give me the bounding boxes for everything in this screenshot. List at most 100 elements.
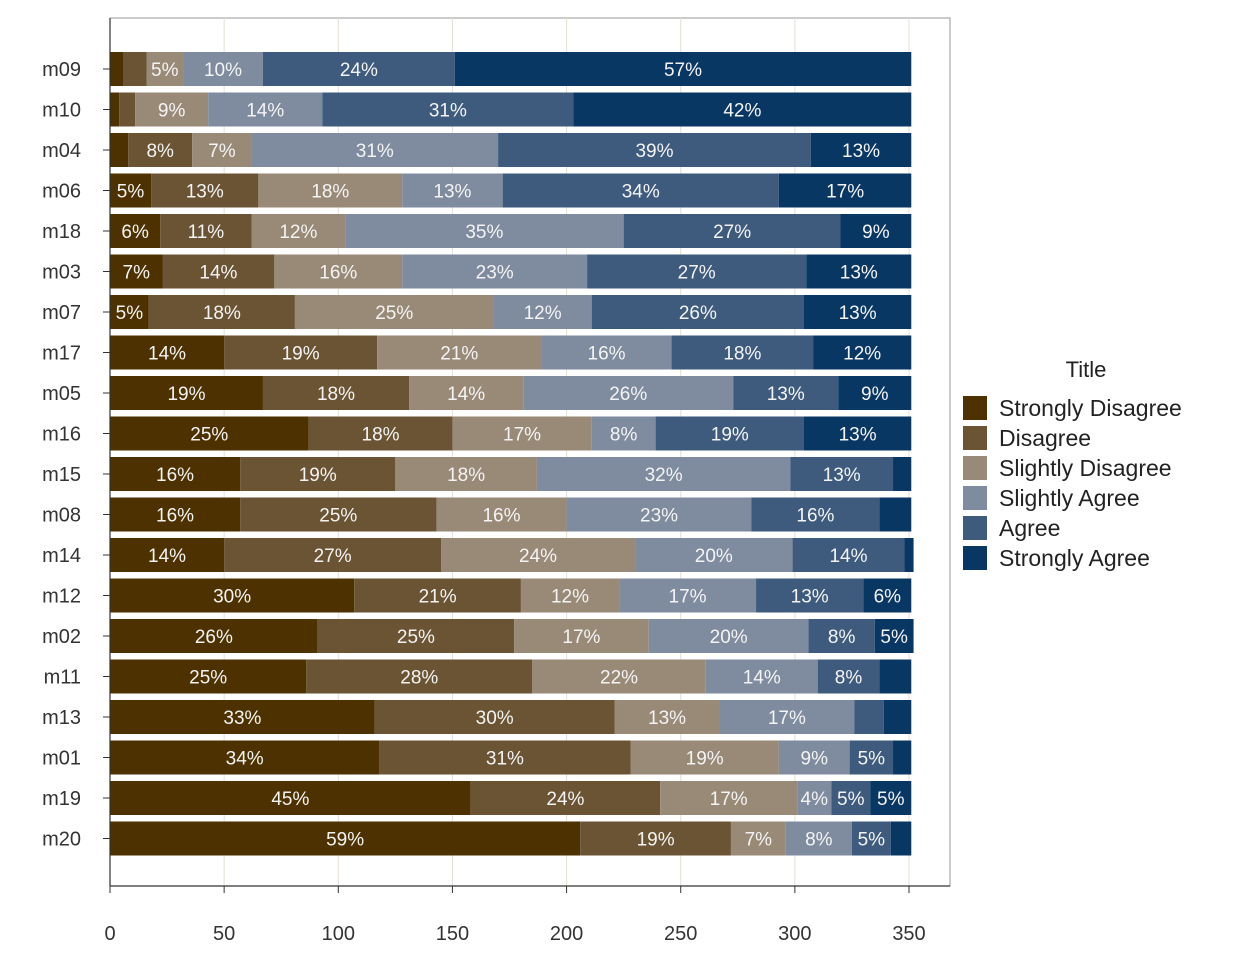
data-label: 19% xyxy=(299,465,337,486)
bar-segment xyxy=(854,700,884,734)
x-tick-label: 250 xyxy=(664,923,697,945)
bar-segment xyxy=(863,578,912,613)
data-label: 9% xyxy=(801,749,829,770)
legend-swatch xyxy=(963,486,987,510)
bar-segment xyxy=(514,619,649,653)
bar-segment xyxy=(573,92,912,127)
bar-segment xyxy=(110,619,318,653)
data-label: 12% xyxy=(551,587,589,608)
bar-segment xyxy=(436,497,567,532)
data-label: 45% xyxy=(271,789,309,810)
bar-segment xyxy=(224,538,442,572)
data-label: 39% xyxy=(635,141,673,162)
data-label: 25% xyxy=(375,303,413,324)
legend-label: Strongly Agree xyxy=(999,545,1150,571)
data-label: 18% xyxy=(203,303,241,324)
data-label: 17% xyxy=(710,789,748,810)
bar-segment xyxy=(322,92,574,127)
bar-segment xyxy=(470,781,661,815)
data-label: 13% xyxy=(186,182,224,203)
data-label: 19% xyxy=(282,344,320,365)
y-tick-label: m08 xyxy=(42,505,81,527)
bar-segment xyxy=(523,376,734,410)
bar-segment xyxy=(110,173,152,208)
bar-segment xyxy=(208,92,323,127)
bar-segment xyxy=(402,254,588,289)
bar-segment xyxy=(160,214,252,248)
y-tick-label: m15 xyxy=(42,464,81,486)
data-label: 14% xyxy=(829,546,867,567)
data-label: 13% xyxy=(648,708,686,729)
bar-segment xyxy=(851,821,891,856)
data-label: 23% xyxy=(476,263,514,284)
x-tick-label: 300 xyxy=(778,923,811,945)
bar-segment xyxy=(808,619,875,653)
bar-segment xyxy=(110,92,120,127)
data-label: 5% xyxy=(116,303,144,324)
data-label: 5% xyxy=(117,182,145,203)
bar-segment xyxy=(251,133,499,167)
data-label: 8% xyxy=(146,141,174,162)
bar-segment xyxy=(803,295,912,329)
data-label: 14% xyxy=(148,344,186,365)
bar-segment xyxy=(614,700,720,734)
data-label: 9% xyxy=(158,101,186,122)
bar-segment xyxy=(520,578,620,613)
data-label: 13% xyxy=(791,587,829,608)
bar-segment xyxy=(591,295,804,329)
data-label: 12% xyxy=(843,344,881,365)
y-tick-label: m14 xyxy=(42,545,81,567)
bar-segment xyxy=(377,335,542,370)
data-label: 8% xyxy=(805,830,833,851)
data-label: 16% xyxy=(156,465,194,486)
data-label: 21% xyxy=(419,587,457,608)
legend-swatch xyxy=(963,426,987,450)
bar-segment xyxy=(580,821,731,856)
y-tick-label: m03 xyxy=(42,262,81,284)
bar-segment xyxy=(813,335,912,370)
bar-segment xyxy=(110,254,163,289)
bar-segment xyxy=(719,700,855,734)
bar-segment xyxy=(730,821,786,856)
data-label: 26% xyxy=(679,303,717,324)
bar-segment xyxy=(810,133,912,167)
data-label: 13% xyxy=(842,141,880,162)
y-tick-label: m10 xyxy=(42,100,81,122)
bar-segment xyxy=(345,214,624,248)
bar-segment xyxy=(148,295,295,329)
bar-segment xyxy=(110,376,263,410)
bar-segment xyxy=(274,254,403,289)
legend-swatch xyxy=(963,546,987,570)
bar-segment xyxy=(452,416,592,451)
bar-segment xyxy=(146,52,184,86)
data-label: 13% xyxy=(433,182,471,203)
data-label: 6% xyxy=(121,222,149,243)
data-label: 13% xyxy=(839,303,877,324)
bar-segment xyxy=(817,659,880,694)
bar-segment xyxy=(317,619,515,653)
data-label: 22% xyxy=(600,668,638,689)
data-label: 5% xyxy=(837,789,865,810)
data-label: 27% xyxy=(678,263,716,284)
data-label: 17% xyxy=(562,627,600,648)
bar-segment xyxy=(110,538,225,572)
bar-segment xyxy=(262,376,410,410)
data-label: 27% xyxy=(314,546,352,567)
bar-segment xyxy=(803,416,912,451)
x-tick-label: 50 xyxy=(213,923,235,945)
data-label: 13% xyxy=(767,384,805,405)
data-label: 26% xyxy=(609,384,647,405)
data-label: 14% xyxy=(743,668,781,689)
y-tick-label: m02 xyxy=(42,626,81,648)
data-label: 18% xyxy=(362,425,400,446)
data-label: 24% xyxy=(340,60,378,81)
bar-segment xyxy=(541,335,672,370)
bar-segment xyxy=(258,173,403,208)
data-label: 18% xyxy=(311,182,349,203)
bar-segment xyxy=(402,173,503,208)
bar-segment xyxy=(128,133,193,167)
bar-segment xyxy=(409,376,524,410)
bar-segment xyxy=(119,92,136,127)
bar-segment xyxy=(110,781,471,815)
